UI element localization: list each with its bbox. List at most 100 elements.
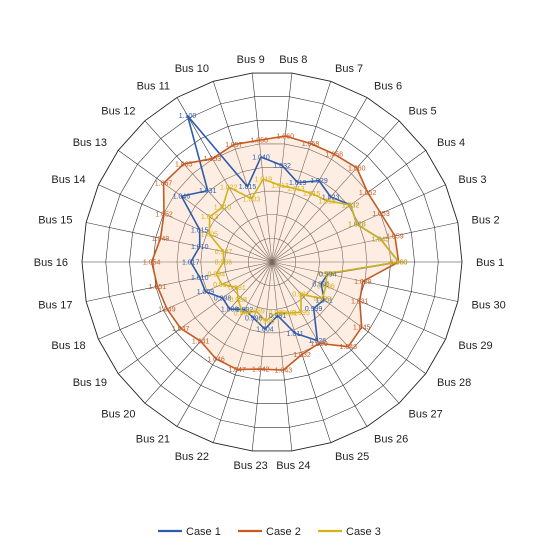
category-label: Bus 25 [335,451,369,463]
data-label: 0.992 [236,307,254,314]
data-label: 1.054 [143,260,161,267]
data-label: 1.015 [191,227,209,234]
category-label: Bus 29 [458,340,492,352]
data-label: 0.991 [269,313,287,320]
category-label: Bus 13 [73,137,107,149]
grid-spoke [86,261,273,302]
category-label: Bus 18 [51,340,85,352]
category-label: Bus 12 [101,105,135,117]
grid-spoke [176,97,273,263]
data-label: 0.987 [215,249,233,256]
grid-spoke [271,261,368,427]
data-label: 1.045 [353,325,371,332]
data-label: 0.993 [318,271,336,278]
legend-label: Case 1 [186,526,221,538]
legend-item: Case 3 [318,526,381,538]
data-label: 1.042 [252,367,270,374]
grid-spoke [271,261,458,302]
category-label: Bus 5 [409,105,437,117]
grid-spoke [144,261,273,404]
grid-spoke [213,81,273,263]
data-label: 0.991 [280,311,298,318]
data-label: 1.031 [351,299,369,306]
grid-spoke [271,261,446,340]
series-line-case-3 [208,178,400,322]
series-fills [151,136,399,371]
data-label: 1.060 [390,260,408,267]
data-label: 1.045 [372,236,390,243]
category-label: Bus 3 [458,174,486,186]
grid-spoke [176,261,273,427]
data-label: 0.995 [292,310,310,317]
data-label: 1.003 [243,196,261,203]
category-label: Bus 8 [279,54,307,66]
data-label: 0.996 [234,311,252,318]
category-label: Bus 15 [38,215,72,227]
category-label: Bus 22 [175,451,209,463]
data-label: 1.001 [315,297,333,304]
grid-spoke [98,261,273,340]
data-label: 1.060 [348,165,366,172]
category-label: Bus 1 [476,257,504,269]
data-label: 1.013 [201,214,219,221]
data-label: 0.996 [245,316,263,323]
data-label: 1.031 [199,188,217,195]
data-label: 1.032 [293,352,311,359]
data-label: 1.059 [386,233,404,240]
data-label: 1.046 [173,194,191,201]
data-label: 0.996 [317,284,335,291]
data-label: 1.058 [326,152,344,159]
data-label: 1.019 [289,180,307,187]
category-label: Bus 2 [472,215,500,227]
series-fill-case-2 [151,136,399,371]
grid-spoke [271,222,458,263]
data-label: 0.989 [247,309,265,316]
data-label: 1.019 [255,177,273,184]
data-label: 1.013 [271,183,289,190]
data-label: 1.049 [158,306,176,313]
data-label: 1.015 [303,191,321,198]
data-label: 1.067 [155,181,173,188]
radar-grid [81,72,463,452]
data-label: 1.023 [322,194,340,201]
legend-item: Case 1 [158,526,221,538]
data-label: 0.981 [228,285,246,292]
category-label: Bus 11 [137,80,170,92]
grid-spoke [98,184,273,263]
data-label: 0.988 [229,297,247,304]
category-label: Bus 27 [409,409,443,421]
data-label: 1.032 [342,202,360,209]
category-label: Bus 24 [276,460,310,472]
data-label: 1.022 [220,185,238,192]
data-label: 1.040 [252,155,270,162]
data-label: 0.992 [213,282,231,289]
data-label: 1.005 [201,232,219,239]
data-label: 1.051 [149,284,167,291]
data-label: 1.045 [372,236,390,243]
legend-item: Case 2 [238,526,301,538]
data-label: 0.994 [207,271,225,278]
grid-spoke [271,261,331,443]
data-label: 1.100 [179,113,197,120]
category-label: Bus 16 [34,257,68,269]
data-label: 0.999 [305,306,323,313]
data-label: 1.060 [390,260,408,267]
category-labels: Bus 1 Bus 2 Bus 3 Bus 4 Bus 5 Bus 6 Bus 7 Bus 8… [34,54,506,472]
category-label: Bus 19 [73,377,107,389]
data-label: 1.052 [155,211,173,218]
data-label: 1.000 [221,307,239,314]
data-label: 1.053 [204,156,222,163]
category-label: Bus 6 [374,80,402,92]
data-label: 1.057 [225,142,243,149]
data-label: 1.013 [287,186,305,193]
grid-spoke [271,81,331,263]
data-label: 0.999 [314,296,332,303]
grid-spoke [251,73,273,263]
data-label: 1.026 [309,338,327,345]
data-label: 1.010 [191,244,209,251]
grid-spoke [118,261,273,374]
data-label: 0.994 [319,271,337,278]
legend-label: Case 2 [266,526,301,538]
data-label: 1.047 [172,326,190,333]
